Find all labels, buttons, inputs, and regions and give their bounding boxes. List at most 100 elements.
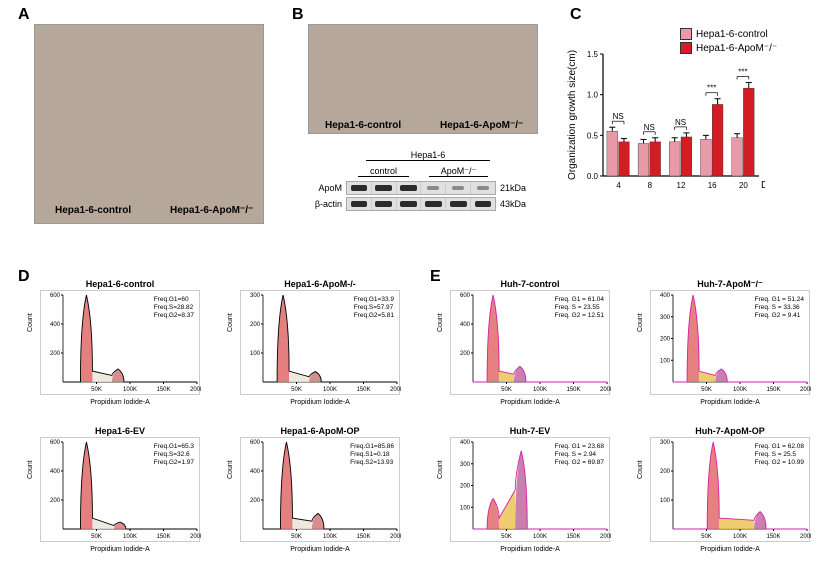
svg-text:400: 400 — [50, 469, 61, 475]
svg-text:400: 400 — [460, 440, 471, 446]
svg-text:0.5: 0.5 — [587, 131, 599, 140]
panel-label-a: A — [18, 6, 30, 24]
svg-text:400: 400 — [460, 322, 471, 328]
panel-b-photo — [308, 24, 538, 134]
histogram-title: Hepa1-6-ApoM-/- — [241, 279, 399, 289]
svg-text:4: 4 — [616, 181, 621, 190]
histogram-xlabel: Propidium Iodide-A — [241, 546, 399, 553]
panel-c-legend: Hepa1-6-control Hepa1-6-ApoM⁻/⁻ — [680, 28, 777, 56]
panel-label-c: C — [570, 6, 582, 24]
svg-text:1.5: 1.5 — [587, 50, 599, 59]
svg-text:200: 200 — [460, 351, 471, 357]
histogram-ylabel: Count — [637, 461, 644, 480]
svg-text:NS: NS — [644, 123, 655, 132]
histogram-xlabel: Propidium Iodide-A — [451, 399, 609, 406]
svg-text:Organization growth size(cm): Organization growth size(cm) — [567, 50, 578, 180]
svg-text:100: 100 — [250, 351, 261, 357]
svg-text:200: 200 — [250, 498, 261, 504]
svg-text:16: 16 — [708, 181, 717, 190]
svg-text:200: 200 — [660, 337, 671, 343]
histogram-xlabel: Propidium Iodide-A — [241, 399, 399, 406]
svg-text:200K: 200K — [800, 534, 811, 540]
histogram-title: Hepa1-6-ApoM-OP — [241, 426, 399, 436]
svg-text:200K: 200K — [390, 387, 401, 393]
svg-text:200K: 200K — [190, 387, 201, 393]
flow-histogram: Hepa1-6-controlFreq.G1=60Freq.S=28.82Fre… — [40, 290, 200, 395]
histogram-xlabel: Propidium Iodide-A — [651, 399, 809, 406]
svg-text:100K: 100K — [533, 387, 547, 393]
svg-text:100K: 100K — [533, 534, 547, 540]
histogram-stats: Freq. G1 = 62.08Freq. S = 25.5Freq. G2 =… — [754, 442, 805, 467]
wb-header-top: Hepa1-6 — [366, 150, 491, 161]
histogram-stats: Freq. G1 = 61.04Freq. S = 23.55Freq. G2 … — [554, 295, 605, 320]
svg-text:150K: 150K — [566, 534, 580, 540]
svg-text:50K: 50K — [291, 387, 302, 393]
svg-text:100: 100 — [660, 358, 671, 364]
svg-text:20: 20 — [739, 181, 748, 190]
svg-text:100: 100 — [460, 505, 471, 511]
svg-text:***: *** — [738, 67, 747, 76]
wb-row-label: ApoM — [308, 183, 346, 193]
histogram-title: Huh-7-control — [451, 279, 609, 289]
panel-a-photo — [34, 24, 264, 224]
svg-text:300: 300 — [460, 462, 471, 468]
svg-text:50K: 50K — [501, 534, 512, 540]
svg-text:600: 600 — [50, 293, 61, 299]
svg-text:150K: 150K — [766, 387, 780, 393]
svg-text:50K: 50K — [91, 534, 102, 540]
svg-text:300: 300 — [250, 293, 261, 299]
wb-size: 43kDa — [496, 199, 526, 209]
svg-text:100K: 100K — [323, 387, 337, 393]
svg-text:100K: 100K — [123, 387, 137, 393]
panel-b-label-left: Hepa1-6-control — [325, 120, 401, 131]
svg-text:600: 600 — [460, 293, 471, 299]
svg-text:100K: 100K — [123, 534, 137, 540]
svg-text:100K: 100K — [323, 534, 337, 540]
svg-text:50K: 50K — [701, 534, 712, 540]
histogram-stats: Freq.G1=33.9Freq.S=57.97Freq.G2=5.81 — [353, 295, 395, 320]
panel-label-d: D — [18, 268, 30, 286]
western-blot: Hepa1-6 control ApoM⁻/⁻ ApoM21kDaβ-actin… — [308, 150, 548, 213]
wb-group1: control — [358, 166, 409, 177]
svg-text:200K: 200K — [600, 534, 611, 540]
panel-c-chart: 0.00.51.01.5Organization growth size(cm)… — [565, 40, 765, 200]
histogram-ylabel: Count — [637, 314, 644, 333]
flow-histogram: Huh-7-ApoM⁻/⁻Freq. G1 = 51.24Freq. S = 3… — [650, 290, 810, 395]
svg-text:300: 300 — [660, 315, 671, 321]
svg-text:100: 100 — [660, 498, 671, 504]
svg-text:***: *** — [707, 84, 716, 93]
svg-text:Days: Days — [761, 180, 765, 191]
svg-text:150K: 150K — [566, 387, 580, 393]
svg-text:150K: 150K — [766, 534, 780, 540]
svg-text:400: 400 — [50, 322, 61, 328]
svg-text:50K: 50K — [501, 387, 512, 393]
histogram-title: Huh-7-ApoM⁻/⁻ — [651, 279, 809, 290]
histogram-ylabel: Count — [27, 314, 34, 333]
flow-histogram: Hepa1-6-ApoM-OPFreq.G1=85.86Freq.S1=0.18… — [240, 437, 400, 542]
svg-text:200K: 200K — [800, 387, 811, 393]
svg-text:100K: 100K — [733, 534, 747, 540]
wb-row-label: β-actin — [308, 199, 346, 209]
histogram-ylabel: Count — [437, 314, 444, 333]
legend-label-1: Hepa1-6-ApoM⁻/⁻ — [696, 43, 777, 54]
wb-row: ApoM 21kDa — [308, 181, 548, 195]
wb-row: β-actin 43kDa — [308, 197, 548, 211]
svg-text:200: 200 — [460, 484, 471, 490]
svg-text:300: 300 — [660, 440, 671, 446]
svg-text:200: 200 — [50, 351, 61, 357]
svg-text:0.0: 0.0 — [587, 172, 599, 181]
wb-size: 21kDa — [496, 183, 526, 193]
histogram-ylabel: Count — [27, 461, 34, 480]
svg-text:600: 600 — [50, 440, 61, 446]
flow-histogram: Hepa1-6-ApoM-/-Freq.G1=33.9Freq.S=57.97F… — [240, 290, 400, 395]
histogram-stats: Freq. G1 = 51.24Freq. S = 33.36Freq. G2 … — [754, 295, 805, 320]
panel-label-e: E — [430, 268, 441, 286]
histogram-stats: Freq.G1=65.3Freq.S=32.6Freq.G2=1.97 — [153, 442, 195, 467]
wb-strip — [346, 181, 496, 195]
svg-text:150K: 150K — [156, 387, 170, 393]
svg-text:400: 400 — [250, 469, 261, 475]
histogram-title: Huh-7-EV — [451, 426, 609, 436]
histogram-title: Huh-7-ApoM-OP — [651, 426, 809, 436]
svg-text:150K: 150K — [356, 534, 370, 540]
flow-histogram: Hepa1-6-EVFreq.G1=65.3Freq.S=32.6Freq.G2… — [40, 437, 200, 542]
